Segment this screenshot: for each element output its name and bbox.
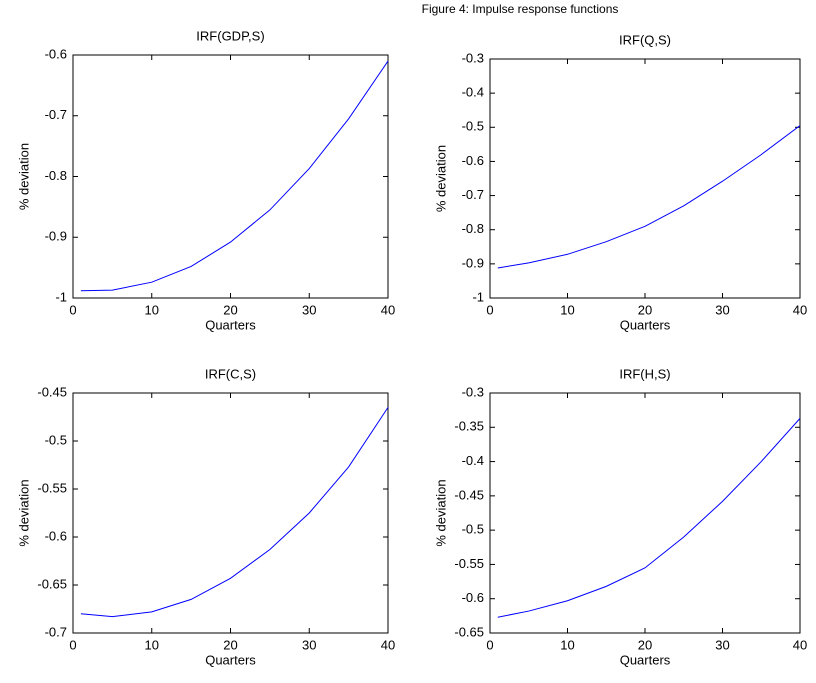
y-tick-label: -0.65 [37,576,67,591]
x-tick-label: 20 [638,637,652,652]
subplot-title: IRF(H,S) [619,366,670,381]
y-tick-label: -0.8 [45,168,67,183]
x-axis-label: Quarters [205,652,256,667]
y-tick-label: -0.5 [462,522,484,537]
y-tick-label: -0.6 [45,528,67,543]
y-axis-label: % deviation [433,145,448,212]
x-tick-label: 30 [715,302,729,317]
y-tick-label: -0.65 [454,624,484,639]
y-tick-label: -0.4 [462,453,484,468]
subplot-title: IRF(C,S) [205,366,256,381]
x-tick-label: 10 [560,302,574,317]
figure-title: Figure 4: Impulse response functions [422,2,619,16]
x-tick-label: 0 [69,302,76,317]
x-axis-label: Quarters [620,652,671,667]
x-tick-label: 10 [145,637,159,652]
x-tick-label: 10 [560,637,574,652]
y-tick-label: -0.35 [454,419,484,434]
axes-box [489,58,801,299]
y-tick-label: -0.55 [37,480,67,495]
x-tick-label: 0 [69,637,76,652]
y-tick-label: -1 [472,289,484,304]
x-tick-label: 30 [302,637,316,652]
x-tick-label: 30 [715,637,729,652]
y-tick-label: -0.45 [37,384,67,399]
y-axis-label: % deviation [16,143,31,210]
y-tick-label: -0.9 [45,229,67,244]
axes-box [72,54,389,299]
y-tick-label: -0.5 [462,119,484,134]
subplot-title: IRF(Q,S) [619,32,671,47]
x-tick-label: 20 [638,302,652,317]
y-tick-label: -0.8 [462,221,484,236]
y-tick-label: -0.9 [462,255,484,270]
y-tick-label: -0.4 [462,85,484,100]
y-tick-label: -1 [55,289,67,304]
x-tick-label: 40 [381,302,395,317]
y-axis-label: % deviation [16,479,31,546]
x-tick-label: 40 [381,637,395,652]
x-tick-label: 10 [145,302,159,317]
y-tick-label: -0.7 [45,624,67,639]
x-axis-label: Quarters [620,317,671,332]
subplot-title: IRF(GDP,S) [196,28,264,43]
y-tick-label: -0.5 [45,432,67,447]
irf-line [80,60,389,292]
y-tick-label: -0.6 [462,590,484,605]
y-tick-label: -0.55 [454,556,484,571]
x-tick-label: 20 [223,637,237,652]
x-tick-label: 20 [223,302,237,317]
x-tick-label: 30 [302,302,316,317]
y-tick-label: -0.7 [462,187,484,202]
x-tick-label: 40 [793,637,807,652]
y-tick-label: -0.45 [454,487,484,502]
y-tick-label: -0.3 [462,50,484,65]
x-tick-label: 40 [793,302,807,317]
axes-box [489,392,801,634]
y-axis-label: % deviation [433,479,448,546]
irf-line [497,125,801,269]
x-tick-label: 0 [486,637,493,652]
y-tick-label: -0.7 [45,107,67,122]
y-tick-label: -0.3 [462,384,484,399]
irf-line [497,418,801,618]
x-tick-label: 0 [486,302,493,317]
axes-box [72,392,389,634]
y-tick-label: -0.6 [462,153,484,168]
irf-line [80,407,389,618]
x-axis-label: Quarters [205,317,256,332]
y-tick-label: -0.6 [45,46,67,61]
